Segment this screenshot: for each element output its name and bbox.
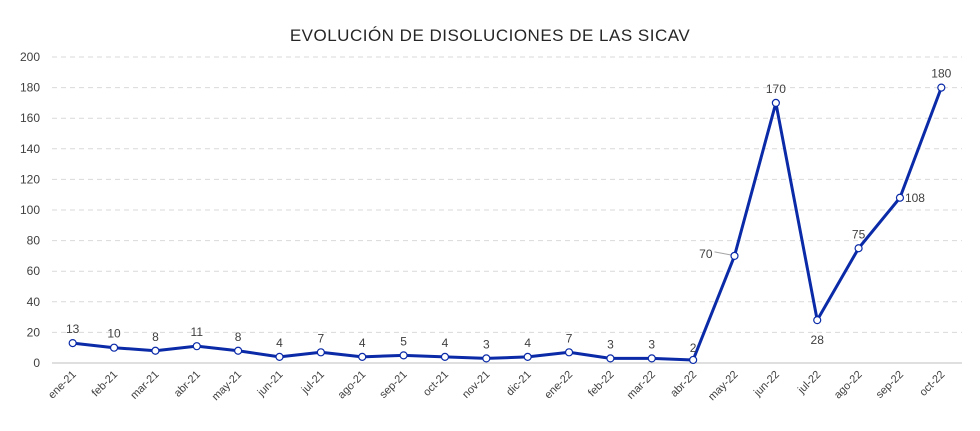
x-tick-label: jun-22 — [751, 369, 782, 400]
data-point — [111, 344, 118, 351]
y-tick-label: 140 — [20, 142, 40, 156]
x-tick-label: abr-21 — [172, 369, 203, 400]
data-label: 3 — [483, 337, 490, 351]
data-point — [359, 353, 366, 360]
data-label: 170 — [766, 82, 786, 96]
y-tick-label: 200 — [20, 50, 40, 64]
data-label: 11 — [191, 325, 204, 339]
x-tick-label: mar-22 — [625, 369, 658, 402]
data-point — [731, 252, 738, 259]
data-point — [896, 194, 903, 201]
y-tick-label: 40 — [27, 295, 41, 309]
data-label: 3 — [648, 337, 655, 351]
data-label: 7 — [318, 331, 325, 345]
data-label: 5 — [400, 334, 407, 348]
x-tick-label: oct-22 — [917, 369, 947, 399]
data-point — [648, 355, 655, 362]
data-point — [235, 347, 242, 354]
series-line — [73, 88, 942, 360]
data-point — [400, 352, 407, 359]
data-point — [938, 84, 945, 91]
data-label: 3 — [607, 337, 614, 351]
x-tick-label: ago-22 — [832, 369, 865, 402]
data-label: 8 — [235, 330, 242, 344]
x-tick-label: dic-21 — [504, 369, 534, 399]
data-label: 4 — [524, 336, 531, 350]
y-tick-label: 20 — [27, 325, 41, 339]
data-label: 13 — [66, 322, 80, 336]
x-tick-label: sep-21 — [377, 369, 409, 401]
data-label: 2 — [690, 341, 697, 355]
data-label: 4 — [276, 336, 283, 350]
y-tick-label: 180 — [20, 81, 40, 95]
data-point — [276, 353, 283, 360]
y-tick-label: 100 — [20, 203, 40, 217]
data-label: 8 — [152, 330, 159, 344]
y-tick-label: 160 — [20, 111, 40, 125]
data-point — [483, 355, 490, 362]
data-label: 4 — [359, 336, 366, 350]
x-tick-label: jul-22 — [795, 369, 823, 397]
data-label: 70 — [699, 247, 713, 261]
x-tick-label: mar-21 — [128, 369, 161, 402]
data-point — [690, 356, 697, 363]
x-tick-label: feb-22 — [586, 369, 617, 400]
data-point — [855, 245, 862, 252]
data-label: 28 — [811, 333, 825, 347]
x-tick-label: jun-21 — [255, 369, 286, 400]
data-point — [193, 343, 200, 350]
data-point — [69, 340, 76, 347]
data-label: 7 — [566, 331, 573, 345]
x-tick-label: ene-21 — [46, 369, 79, 402]
data-point — [814, 317, 821, 324]
data-label: 108 — [905, 191, 925, 205]
x-tick-label: ago-21 — [336, 369, 369, 402]
y-tick-label: 0 — [33, 356, 40, 370]
x-tick-label: may-21 — [210, 369, 244, 403]
y-tick-label: 120 — [20, 172, 40, 186]
y-tick-label: 60 — [27, 264, 41, 278]
label-leader-line — [715, 252, 731, 255]
y-tick-label: 80 — [27, 234, 41, 248]
x-tick-label: nov-21 — [460, 369, 492, 401]
data-point — [772, 99, 779, 106]
x-tick-label: abr-22 — [668, 369, 699, 400]
data-point — [607, 355, 614, 362]
data-point — [441, 353, 448, 360]
data-label: 10 — [107, 327, 121, 341]
data-label: 75 — [852, 227, 866, 241]
x-tick-label: jul-21 — [299, 369, 327, 397]
x-tick-label: sep-22 — [874, 369, 906, 401]
x-tick-label: ene-22 — [542, 369, 575, 402]
x-tick-label: oct-21 — [421, 369, 451, 399]
data-point — [566, 349, 573, 356]
data-point — [317, 349, 324, 356]
data-point — [152, 347, 159, 354]
data-label: 4 — [442, 336, 449, 350]
x-tick-label: feb-21 — [90, 369, 121, 400]
data-label: 180 — [931, 67, 951, 81]
data-point — [524, 353, 531, 360]
x-tick-label: may-22 — [706, 369, 740, 403]
